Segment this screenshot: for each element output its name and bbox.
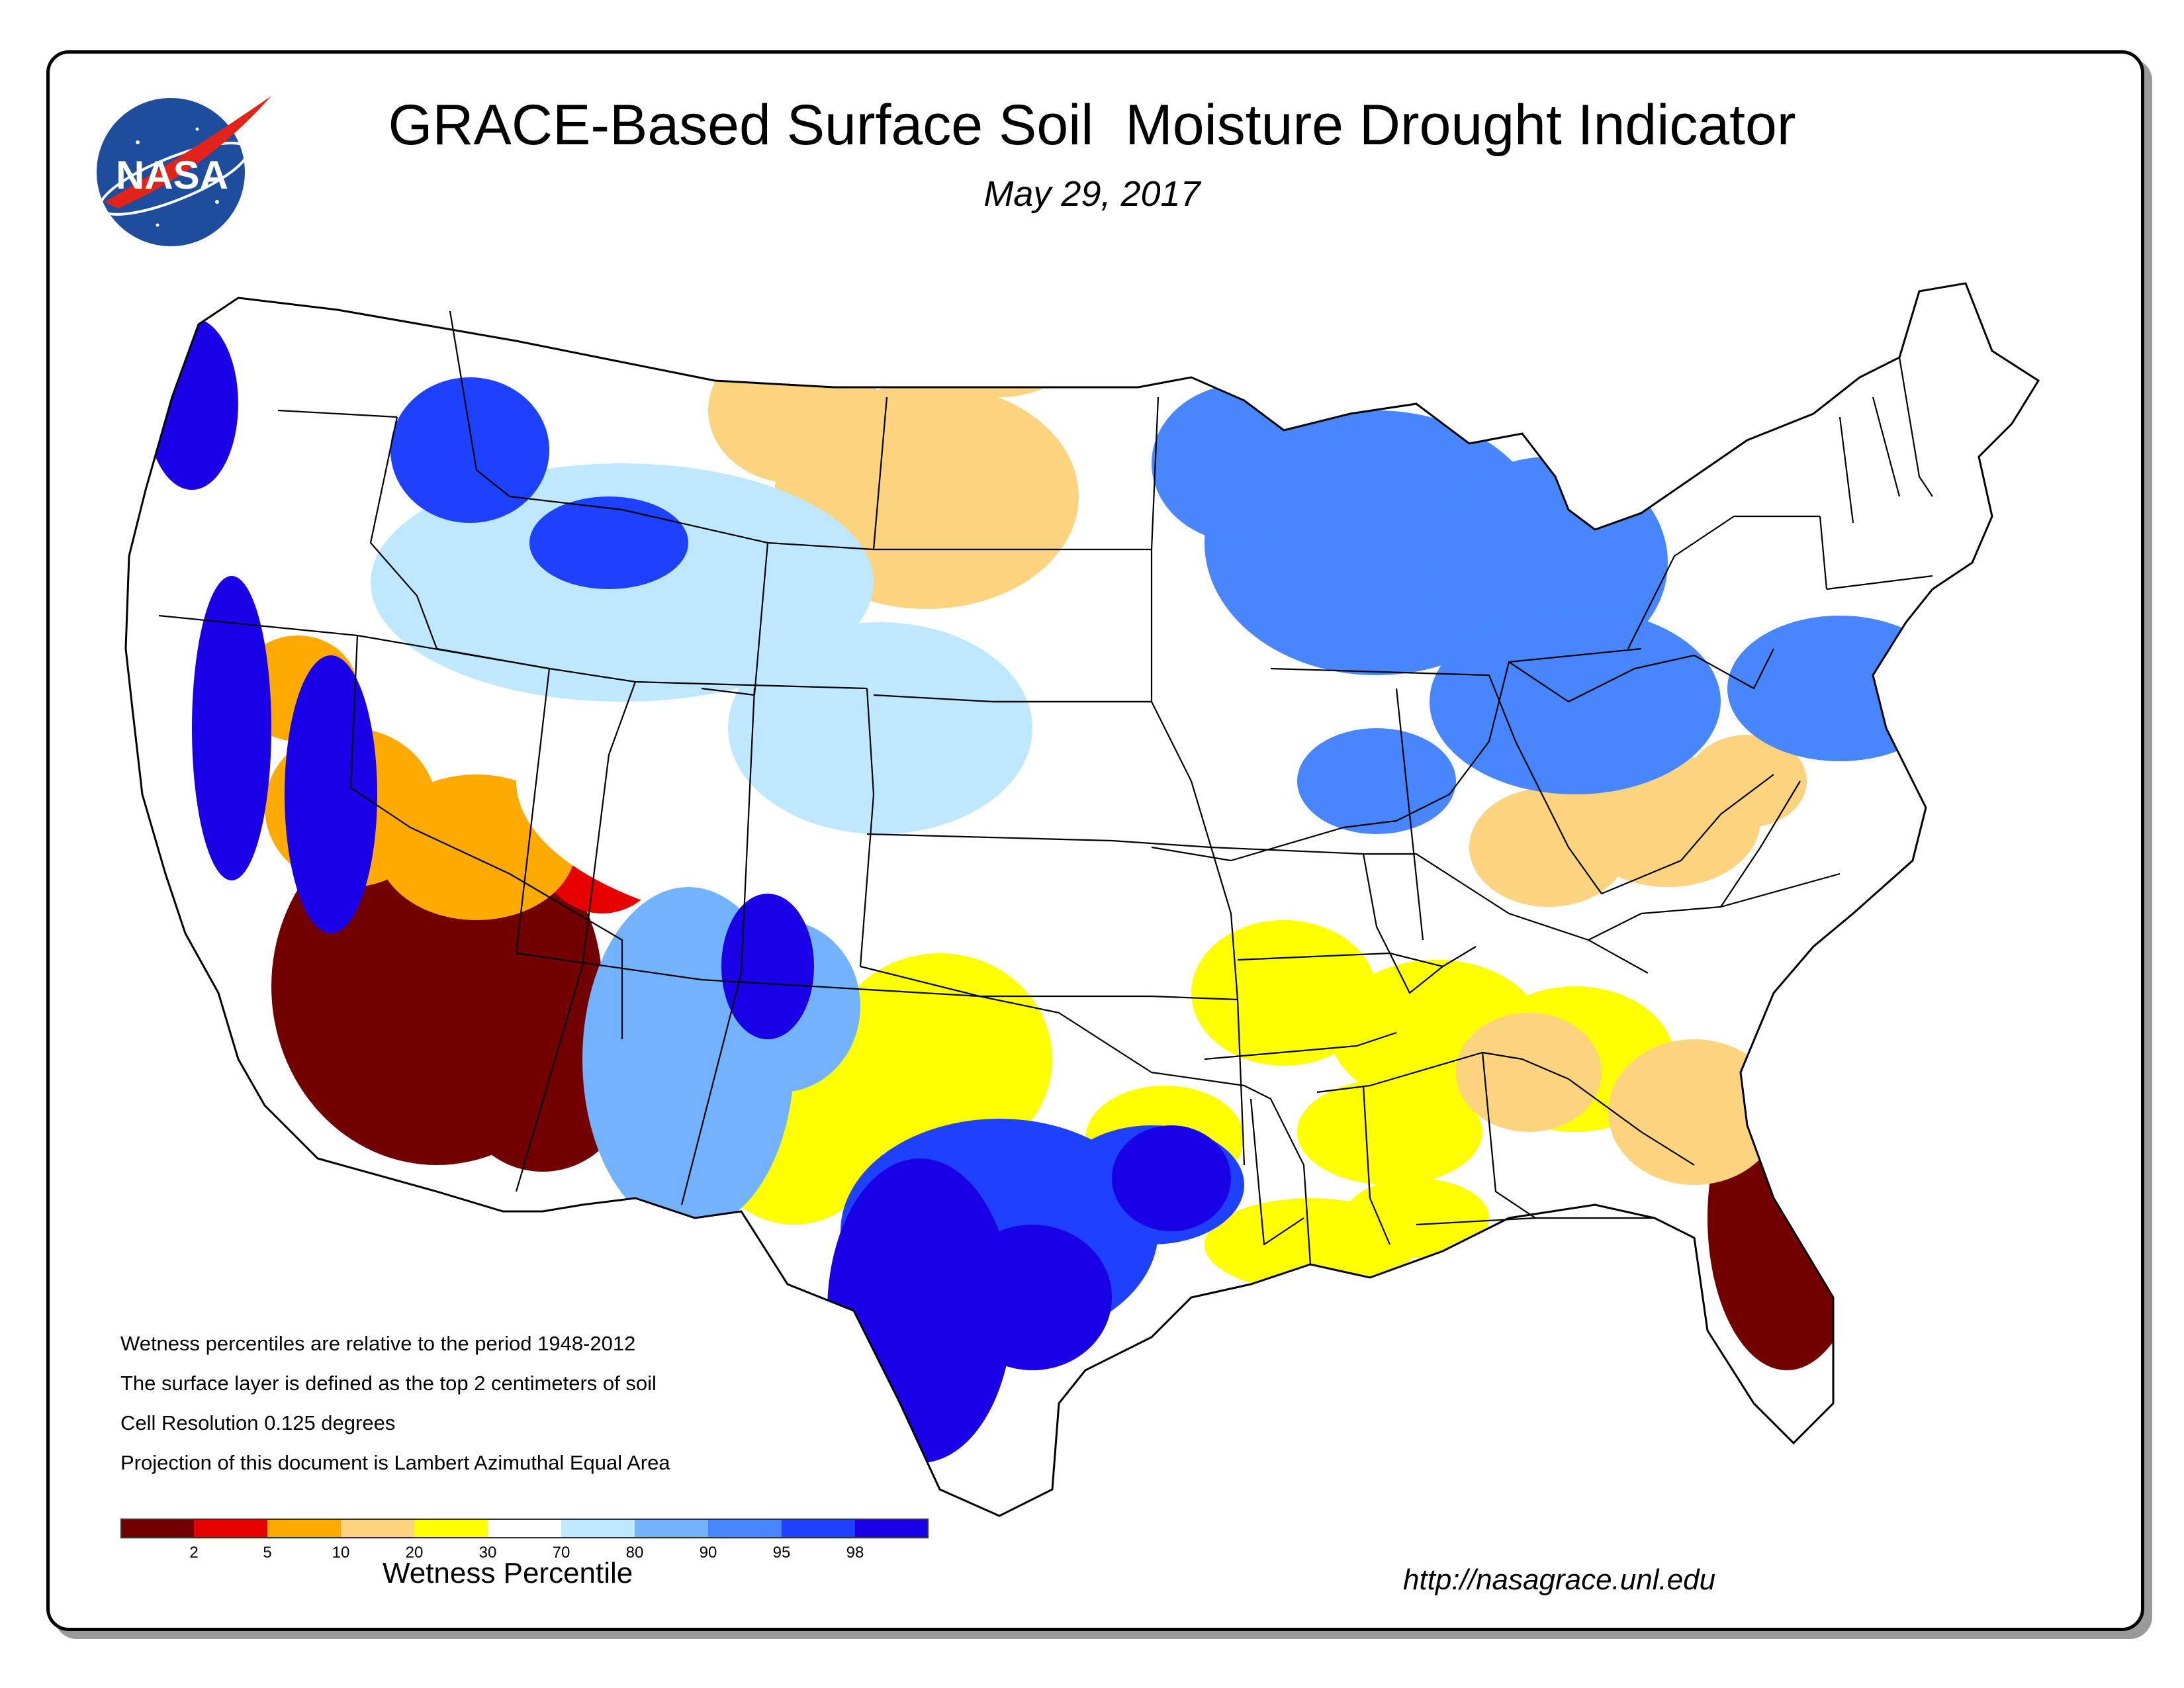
moisture-region-north-dakota-south-dakota (920, 291, 1079, 397)
source-url[interactable]: http://nasagrace.unl.edu (1403, 1564, 1716, 1596)
note-surface-layer: The surface layer is defined as the top … (120, 1372, 657, 1395)
note-cell-resolution: Cell Resolution 0.125 degrees (120, 1411, 396, 1434)
moisture-region-louisiana-coast (1343, 1178, 1489, 1258)
legend-tick-label: 80 (625, 1544, 644, 1562)
legend-tick-label: 10 (332, 1544, 350, 1562)
legend-tick-label: 2 (189, 1544, 199, 1562)
moisture-region-indiana-ohio (1727, 616, 1952, 761)
legend-tick-label: 30 (478, 1544, 497, 1562)
moisture-region-minnesota-wisconsin (1152, 384, 1337, 543)
legend-swatch (414, 1519, 488, 1538)
map-date: May 29, 2017 (983, 174, 1201, 214)
note-percentile-period: Wetness percentiles are relative to the … (120, 1332, 636, 1355)
legend-swatch (341, 1519, 414, 1538)
legend-tick-label: 98 (846, 1544, 864, 1562)
legend-tick-label: 5 (263, 1544, 272, 1562)
moisture-region-western-oregon-california (721, 894, 814, 1039)
legend-swatch (120, 1519, 194, 1538)
moisture-region-northern-idaho (390, 377, 549, 523)
legend-swatch (267, 1519, 341, 1538)
moisture-region-southern-texas (1112, 1125, 1231, 1231)
map-title: GRACE-Based Surface Soil Moisture Drough… (388, 93, 1796, 157)
moisture-region-north-dakota-south-dakota (708, 338, 880, 483)
legend-tick-label: 70 (552, 1544, 570, 1562)
legend-tick-label: 90 (699, 1544, 717, 1562)
legend-tick-label: 95 (772, 1544, 791, 1562)
svg-text:NASA: NASA (116, 153, 228, 197)
legend-color-bar (120, 1519, 929, 1538)
legend-swatch (782, 1519, 855, 1538)
moisture-region-indiana-ohio (1430, 609, 1721, 794)
moisture-region-western-oregon-california (192, 576, 271, 880)
moisture-region-southern-texas (953, 1225, 1112, 1370)
moisture-region-southeast-georgia (1608, 1039, 1780, 1185)
legend-swatch (855, 1519, 929, 1538)
legend-tick-label: 20 (405, 1544, 424, 1562)
moisture-region-kentucky (1688, 735, 1807, 827)
moisture-region-wyoming-colorado (728, 622, 1032, 834)
moisture-region-southeast-georgia (1456, 1013, 1602, 1132)
legend-swatch (708, 1519, 782, 1538)
legend-swatch (635, 1519, 708, 1538)
moisture-region-northern-idaho (529, 496, 688, 589)
nasa-logo: NASA (97, 96, 271, 246)
moisture-region-indiana-ohio (1297, 728, 1456, 834)
legend-swatch (561, 1519, 635, 1538)
moisture-region-kentucky (1469, 788, 1628, 907)
state-boundaries (158, 310, 1933, 1265)
note-projection: Projection of this document is Lambert A… (120, 1451, 670, 1474)
legend-swatch (488, 1519, 561, 1538)
moisture-region-western-oregon-california (285, 655, 377, 933)
legend-swatch (194, 1519, 267, 1538)
soil-moisture-map (124, 282, 2040, 1517)
legend-title: Wetness Percentile (383, 1557, 633, 1589)
